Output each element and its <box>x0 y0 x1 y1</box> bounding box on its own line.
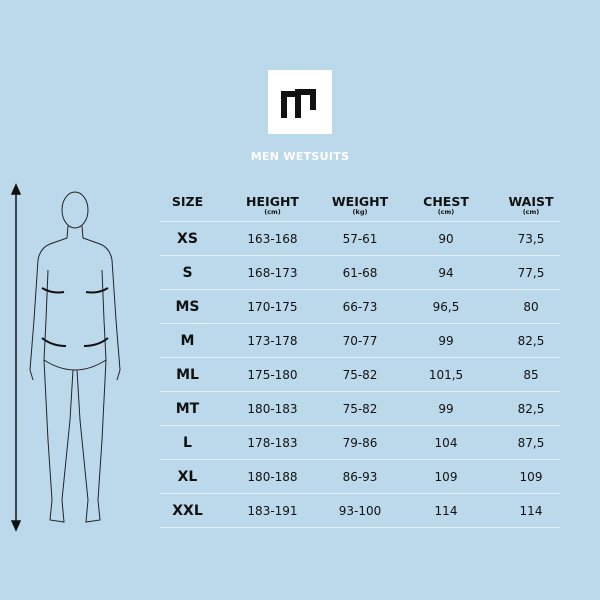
cell-waist: 77,5 <box>517 265 545 280</box>
cell-height: 180-188 <box>247 469 298 484</box>
cell-weight: 57-61 <box>342 231 378 246</box>
table-row: L 178-183 79-86 104 87,5 <box>160 426 560 460</box>
cell-height: 170-175 <box>247 299 298 314</box>
cell-height: 178-183 <box>247 435 298 450</box>
cell-chest: 99 <box>438 333 454 348</box>
header-size: SIZE <box>160 194 215 209</box>
cell-waist: 109 <box>519 469 543 484</box>
cell-waist: 87,5 <box>517 435 545 450</box>
cell-chest: 96,5 <box>432 299 460 314</box>
table-row: MT 180-183 75-82 99 82,5 <box>160 392 560 426</box>
cell-weight: 93-100 <box>338 503 382 518</box>
cell-weight: 79-86 <box>342 435 378 450</box>
header-chest: CHEST (cm) <box>390 194 502 216</box>
cell-chest: 99 <box>438 401 454 416</box>
cell-waist: 82,5 <box>517 333 545 348</box>
table-row: XXL 183-191 93-100 114 114 <box>160 494 560 528</box>
table-header-row: SIZE HEIGHT (cm) WEIGHT (kg) CHEST (cm) WAI… <box>160 190 560 222</box>
table-row: XS 163-168 57-61 90 73,5 <box>160 222 560 256</box>
cell-waist: 80 <box>523 299 539 314</box>
size-chart-table: SIZE HEIGHT (cm) WEIGHT (kg) CHEST (cm) WAI… <box>160 190 560 528</box>
cell-waist: 82,5 <box>517 401 545 416</box>
page-title: MEN WETSUITS <box>250 150 350 163</box>
table-row: XL 180-188 86-93 109 109 <box>160 460 560 494</box>
header-label: WAIST <box>508 194 554 209</box>
header-unit: (cm) <box>437 208 455 216</box>
cell-chest: 90 <box>438 231 454 246</box>
height-arrow-icon <box>10 183 22 532</box>
header-weight: WEIGHT (kg) <box>330 194 390 216</box>
header-label: WEIGHT <box>331 194 389 209</box>
cell-height: 180-183 <box>247 401 298 416</box>
header-unit: (kg) <box>352 208 368 216</box>
cell-chest: 114 <box>434 503 458 518</box>
table-row: MS 170-175 66-73 96,5 80 <box>160 290 560 324</box>
cell-size: MS <box>175 298 200 315</box>
header-waist: WAIST (cm) <box>502 194 560 216</box>
cell-height: 183-191 <box>247 503 298 518</box>
cell-height: 168-173 <box>247 265 298 280</box>
cell-size: XL <box>177 468 198 485</box>
header-label: SIZE <box>171 194 204 209</box>
cell-weight: 61-68 <box>342 265 378 280</box>
cell-size: MT <box>175 400 200 417</box>
header-unit: (cm) <box>264 208 281 216</box>
cell-height: 175-180 <box>247 367 298 382</box>
cell-chest: 104 <box>434 435 458 450</box>
cell-weight: 66-73 <box>342 299 378 314</box>
header-label: HEIGHT <box>246 194 299 209</box>
cell-size: XS <box>177 230 198 247</box>
human-outline-icon <box>29 191 121 523</box>
header-unit: (cm) <box>522 208 540 216</box>
header-height: HEIGHT (cm) <box>215 194 330 216</box>
cell-waist: 73,5 <box>517 231 545 246</box>
header-label: CHEST <box>423 194 469 209</box>
m-logo-icon <box>281 89 316 118</box>
cell-chest: 94 <box>438 265 454 280</box>
cell-height: 163-168 <box>247 231 298 246</box>
table-row: M 173-178 70-77 99 82,5 <box>160 324 560 358</box>
cell-weight: 70-77 <box>342 333 378 348</box>
cell-weight: 86-93 <box>342 469 378 484</box>
cell-weight: 75-82 <box>342 367 378 382</box>
cell-waist: 85 <box>523 367 539 382</box>
cell-weight: 75-82 <box>342 401 378 416</box>
cell-chest: 109 <box>434 469 458 484</box>
cell-size: ML <box>176 366 199 383</box>
brand-logo <box>268 70 332 134</box>
cell-chest: 101,5 <box>428 367 464 382</box>
cell-waist: 114 <box>519 503 543 518</box>
cell-height: 173-178 <box>247 333 298 348</box>
cell-size: M <box>180 332 195 349</box>
cell-size: L <box>183 434 192 451</box>
cell-size: S <box>182 264 193 281</box>
table-row: S 168-173 61-68 94 77,5 <box>160 256 560 290</box>
chest-arrows-icon <box>41 287 109 347</box>
table-row: ML 175-180 75-82 101,5 85 <box>160 358 560 392</box>
body-measurement-figure <box>0 180 140 535</box>
cell-size: XXL <box>172 502 203 519</box>
